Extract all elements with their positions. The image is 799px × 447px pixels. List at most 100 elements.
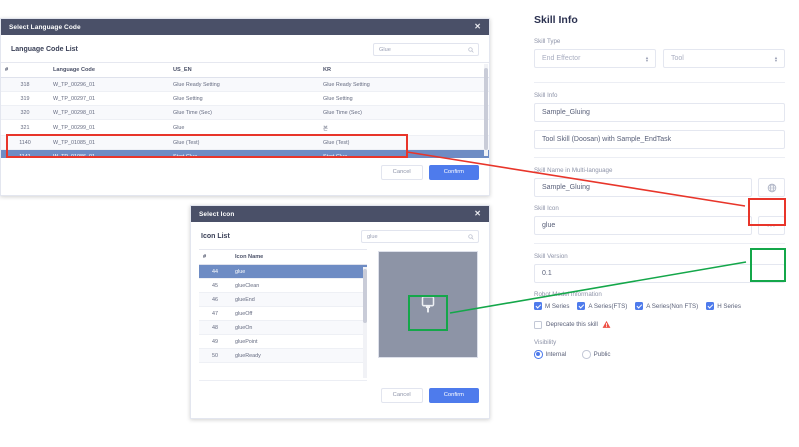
list-item[interactable]: 45 glueClean <box>199 278 367 293</box>
row-kr: Start Glue <box>319 149 489 158</box>
col-kr: KR <box>319 62 489 78</box>
scrollbar-thumb[interactable] <box>363 269 367 323</box>
checkbox-item-a-series-non-fts[interactable]: A Series(Non FTS) <box>635 302 698 310</box>
skill-version-field[interactable]: 0.1 <box>534 264 785 283</box>
skill-icon-browse-button[interactable]: ... <box>758 216 785 235</box>
row-us-en: Glue Ready Setting <box>169 77 319 92</box>
row-code: W_TP_01086_01 <box>49 149 169 158</box>
robot-model-checkbox-group: M Series A Series(FTS) A Series(Non FTS)… <box>534 302 785 310</box>
multilanguage-label: Skill Name in Multi-language <box>534 167 613 174</box>
radio-icon[interactable] <box>582 350 591 359</box>
row-icon-name: glue <box>231 265 367 279</box>
close-icon[interactable]: ✕ <box>474 22 481 31</box>
skill-version-label: Skill Version <box>534 253 568 260</box>
col-language-code: Language Code <box>49 62 169 78</box>
language-dialog-body: Language Code List Glue # Language Code <box>1 35 489 187</box>
checkbox-icon[interactable] <box>706 302 715 310</box>
language-table-header-row: # Language Code US_EN KR <box>1 62 489 78</box>
row-us-en: Glue <box>169 119 319 136</box>
table-row[interactable]: 320 W_TP_00298_01 Glue Time (Sec) Glue T… <box>1 105 489 120</box>
page-title: Skill Info <box>534 14 578 26</box>
skill-info-label: Skill Info <box>534 92 558 99</box>
icon-table-body: 44 glue 45 glueClean 46 glueEnd <box>199 265 367 363</box>
icon-dialog-split: # Icon Name 44 glue <box>191 249 489 381</box>
list-item[interactable]: 48 glueOn <box>199 320 367 335</box>
list-item-selected[interactable]: 44 glue <box>199 265 367 279</box>
row-num: 1141 <box>1 149 49 158</box>
skill-description-field[interactable]: Tool Skill (Doosan) with Sample_EndTask <box>534 130 785 149</box>
multilanguage-button[interactable] <box>758 178 785 197</box>
checkbox-icon[interactable] <box>534 302 542 310</box>
skill-subtype-value: Tool <box>671 55 684 62</box>
checkbox-item-a-series-fts[interactable]: A Series(FTS) <box>577 302 627 310</box>
row-code: W_TP_01085_01 <box>49 135 169 150</box>
table-row[interactable]: 318 W_TP_00296_01 Glue Ready Setting Glu… <box>1 77 489 92</box>
row-code: W_TP_00297_01 <box>49 91 169 106</box>
list-item[interactable]: 50 glueReady <box>199 348 367 363</box>
deprecate-row[interactable]: Deprecate this skill <box>534 320 785 329</box>
close-icon[interactable]: ✕ <box>474 209 481 218</box>
col-us-en: US_EN <box>169 62 319 78</box>
row-kr: Glue Time (Sec) <box>319 105 489 120</box>
checkbox-icon[interactable] <box>635 302 644 310</box>
icon-dialog-footer: Cancel Confirm <box>191 381 489 410</box>
cancel-button[interactable]: Cancel <box>380 165 423 180</box>
skill-icon-label: Skill Icon <box>534 205 559 212</box>
skill-name-field[interactable]: Sample_Gluing <box>534 103 785 122</box>
icon-preview-box <box>378 251 478 358</box>
row-code: W_TP_00296_01 <box>49 77 169 92</box>
radio-icon[interactable] <box>534 350 543 359</box>
scrollbar-thumb[interactable] <box>484 68 488 150</box>
list-item[interactable]: 47 glueOff <box>199 306 367 321</box>
checkbox-item-h-series[interactable]: H Series <box>706 302 741 310</box>
row-icon-name: glueOff <box>231 306 367 321</box>
confirm-button[interactable]: Confirm <box>428 388 479 403</box>
skill-icon-field[interactable]: glue <box>534 216 752 235</box>
confirm-button[interactable]: Confirm <box>428 165 479 180</box>
row-kr: Glue Ready Setting <box>319 77 489 92</box>
radio-item-public[interactable]: Public <box>582 350 611 359</box>
icon-search-value: glue <box>367 233 378 240</box>
skill-subtype-select[interactable]: Tool ▲ ▼ <box>663 49 785 68</box>
language-dialog-footer: Cancel Confirm <box>1 158 489 187</box>
skill-type-value: End Effector <box>542 55 581 62</box>
list-item[interactable]: 46 glueEnd <box>199 292 367 307</box>
table-row[interactable]: 319 W_TP_00297_01 Glue Setting Glue Sett… <box>1 91 489 106</box>
checkbox-item-m-series[interactable]: M Series <box>534 302 569 310</box>
cancel-button[interactable]: Cancel <box>380 388 423 403</box>
visibility-label: Visibility <box>534 339 557 346</box>
table-row[interactable]: 1140 W_TP_01085_01 Glue (Test) Glue (Tes… <box>1 135 489 150</box>
icon-dialog-title: Select Icon <box>199 210 235 218</box>
row-us-en: Glue (Test) <box>169 135 319 150</box>
icon-list-column: # Icon Name 44 glue <box>199 249 367 381</box>
spinner-icon[interactable]: ▲ ▼ <box>645 54 649 63</box>
checkbox-label: A Series(Non FTS) <box>646 302 699 310</box>
multilanguage-field[interactable]: Sample_Gluing <box>534 178 752 197</box>
icon-list-scroll: 44 glue 45 glueClean 46 glueEnd <box>199 265 367 381</box>
row-num: 49 <box>199 334 231 349</box>
row-us-en: Glue Setting <box>169 91 319 106</box>
skill-type-select[interactable]: End Effector ▲ ▼ <box>534 49 656 68</box>
radio-label: Public <box>593 350 611 358</box>
row-num: 47 <box>199 306 231 321</box>
row-kr: Glue (Test) <box>319 135 489 150</box>
checkbox-icon[interactable] <box>534 320 542 329</box>
spinner-icon[interactable]: ▲ ▼ <box>774 54 778 63</box>
row-icon-name: glueClean <box>231 278 367 293</box>
row-num: 318 <box>1 77 49 92</box>
language-search-input[interactable]: Glue <box>373 43 479 56</box>
table-row-selected[interactable]: 1141 W_TP_01086_01 Start Glue Start Glue <box>1 149 489 158</box>
radio-item-internal[interactable]: Internal <box>534 350 566 359</box>
col-icon-name: Icon Name <box>231 249 367 265</box>
robot-model-label: Robot Model Information <box>534 291 602 298</box>
list-item[interactable]: 49 gluePoint <box>199 334 367 349</box>
checkbox-icon[interactable] <box>577 302 586 310</box>
language-table-scrollbar[interactable] <box>484 64 488 156</box>
col-num: # <box>1 62 49 78</box>
row-icon-name: glueOn <box>231 320 367 335</box>
table-row[interactable]: 321 W_TP_00299_01 Glue 본 <box>1 119 489 136</box>
language-dialog-title: Select Language Code <box>9 23 81 31</box>
icon-list-scrollbar[interactable] <box>363 267 367 378</box>
icon-search-input[interactable]: glue <box>361 230 479 243</box>
